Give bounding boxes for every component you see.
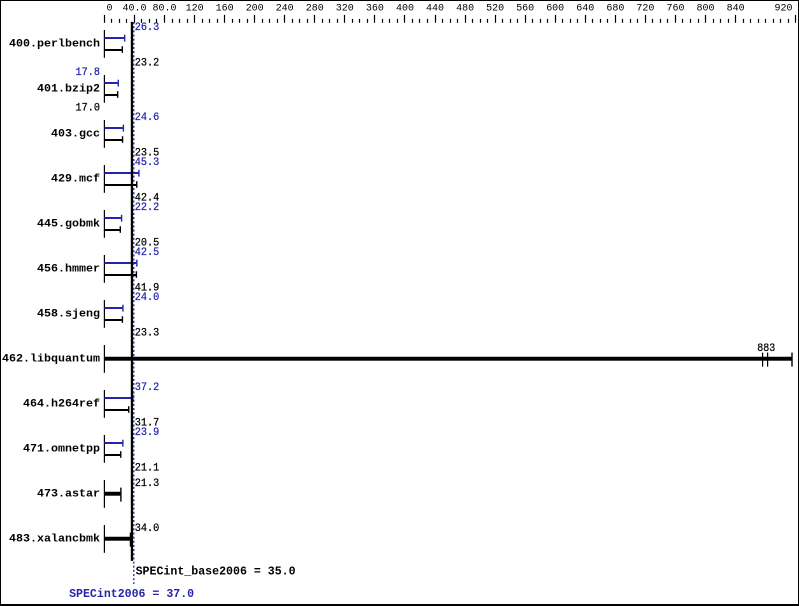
svg-text:37.2: 37.2: [135, 382, 160, 394]
svg-text:440: 440: [426, 3, 444, 14]
svg-text:320: 320: [336, 3, 354, 14]
svg-text:471.omnetpp: 471.omnetpp: [23, 444, 100, 456]
svg-text:445.gobmk: 445.gobmk: [37, 219, 100, 231]
svg-text:360: 360: [366, 3, 384, 14]
svg-text:429.mcf: 429.mcf: [51, 174, 100, 186]
svg-text:45.3: 45.3: [135, 157, 160, 169]
svg-text:401.bzip2: 401.bzip2: [37, 84, 100, 96]
svg-text:41.9: 41.9: [135, 283, 160, 295]
svg-text:720: 720: [636, 3, 654, 14]
svg-text:SPECint2006 = 37.0: SPECint2006 = 37.0: [69, 587, 194, 601]
svg-text:17.8: 17.8: [76, 67, 101, 79]
svg-text:23.3: 23.3: [135, 328, 160, 340]
svg-text:200: 200: [246, 3, 264, 14]
svg-text:920: 920: [775, 3, 793, 14]
svg-text:23.9: 23.9: [135, 427, 160, 439]
svg-text:40.0: 40.0: [123, 3, 147, 14]
svg-text:883: 883: [757, 343, 775, 355]
svg-text:840: 840: [727, 3, 745, 14]
svg-text:400: 400: [396, 3, 414, 14]
svg-text:20.5: 20.5: [135, 238, 160, 250]
svg-text:24.0: 24.0: [135, 292, 160, 304]
svg-text:462.libquantum: 462.libquantum: [2, 354, 100, 366]
svg-text:42.5: 42.5: [135, 247, 160, 259]
svg-text:680: 680: [606, 3, 624, 14]
svg-text:21.3: 21.3: [135, 478, 160, 490]
svg-text:240: 240: [276, 3, 294, 14]
svg-text:464.h264ref: 464.h264ref: [23, 399, 100, 411]
svg-text:26.3: 26.3: [135, 22, 160, 34]
svg-text:34.0: 34.0: [135, 523, 160, 535]
svg-text:483.xalancbmk: 483.xalancbmk: [9, 534, 100, 546]
svg-text:456.hmmer: 456.hmmer: [37, 264, 100, 276]
svg-text:23.2: 23.2: [135, 58, 160, 70]
svg-text:473.astar: 473.astar: [37, 489, 100, 501]
svg-text:31.7: 31.7: [135, 418, 160, 430]
svg-text:560: 560: [516, 3, 534, 14]
svg-text:160: 160: [216, 3, 234, 14]
svg-text:0: 0: [107, 3, 113, 14]
svg-text:21.1: 21.1: [135, 463, 160, 475]
svg-text:23.5: 23.5: [135, 148, 160, 160]
svg-text:120: 120: [186, 3, 204, 14]
svg-text:22.2: 22.2: [135, 202, 160, 214]
svg-text:600: 600: [546, 3, 564, 14]
svg-text:42.4: 42.4: [135, 193, 160, 205]
svg-text:17.0: 17.0: [76, 103, 101, 115]
svg-text:520: 520: [486, 3, 504, 14]
svg-text:400.perlbench: 400.perlbench: [9, 39, 100, 51]
svg-text:458.sjeng: 458.sjeng: [37, 309, 100, 321]
svg-text:403.gcc: 403.gcc: [51, 129, 100, 141]
svg-text:480: 480: [456, 3, 474, 14]
svg-text:760: 760: [667, 3, 685, 14]
svg-text:800: 800: [697, 3, 715, 14]
svg-text:SPECint_base2006 = 35.0: SPECint_base2006 = 35.0: [136, 564, 296, 578]
svg-text:640: 640: [576, 3, 594, 14]
svg-text:280: 280: [306, 3, 324, 14]
svg-text:80.0: 80.0: [153, 3, 177, 14]
svg-text:24.6: 24.6: [135, 112, 160, 124]
